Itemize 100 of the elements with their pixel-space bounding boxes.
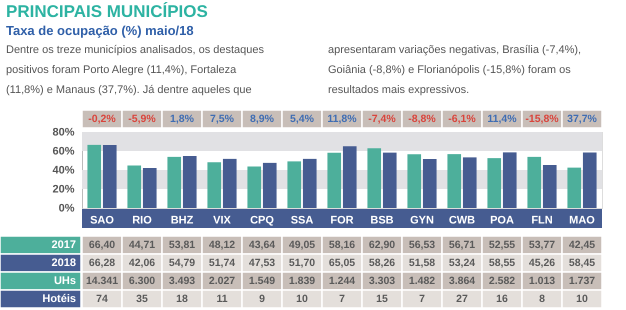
text: 27 — [456, 293, 468, 305]
y-tick-label: 40% — [52, 164, 75, 176]
text: 9 — [259, 293, 266, 305]
data-label: 47,53 — [248, 257, 276, 269]
data-label: 51,74 — [208, 257, 236, 269]
text: 15 — [376, 293, 388, 305]
x-tick-label: SSA — [290, 214, 314, 226]
text: -5,9% — [128, 113, 156, 125]
data-label: 66,28 — [88, 257, 116, 269]
data-label: 43,64 — [248, 239, 276, 251]
bar — [567, 168, 582, 208]
x-tick-label: BHZ — [170, 214, 194, 226]
text: 2.027 — [208, 275, 236, 287]
x-tick-label: CWB — [448, 214, 476, 226]
bar — [167, 156, 182, 208]
text: positivos foram Porto Alegre (11,4%), Fortaleza — [6, 64, 238, 76]
chart-title: PRINCIPAIS MUNICÍPIOS — [6, 1, 208, 21]
x-tick-label: CPQ — [250, 214, 274, 226]
data-label: 44,71 — [128, 239, 156, 251]
data-label: 58,16 — [328, 239, 356, 251]
bar — [247, 166, 262, 208]
bar — [287, 161, 302, 208]
y-tick-label: 20% — [52, 184, 75, 196]
x-tick-label: FOR — [330, 214, 354, 226]
text: resultados mais expressivos. — [328, 84, 470, 96]
text: 3.864 — [448, 275, 476, 287]
data-label: 42,45 — [568, 239, 596, 251]
text: -15,8% — [525, 113, 560, 125]
data-label: 48,12 — [208, 239, 236, 251]
x-tick-label: BSB — [370, 214, 394, 226]
text: 74 — [96, 293, 108, 305]
text: Dentre os treze municípios analisados, os destaques — [6, 44, 265, 56]
data-label: 53,24 — [448, 257, 476, 269]
data-label: 58,45 — [568, 257, 596, 269]
x-tick-label: RIO — [132, 214, 152, 226]
text: 11 — [216, 293, 228, 305]
text: 11,4% — [487, 113, 518, 125]
text: -8,8% — [408, 113, 436, 125]
text: 18 — [176, 293, 188, 305]
text: UHs — [54, 275, 76, 287]
text: Hotéis — [42, 293, 76, 305]
text: 3.303 — [368, 275, 396, 287]
text: 3.493 — [168, 275, 196, 287]
bar — [327, 152, 342, 208]
text: 1.244 — [328, 275, 356, 287]
data-label: 65,05 — [328, 257, 356, 269]
x-tick-label: GYN — [410, 214, 434, 226]
text: -6,1% — [448, 113, 476, 125]
text: 10 — [296, 293, 308, 305]
text: 14.341 — [86, 275, 118, 287]
bar — [527, 156, 542, 208]
bar — [367, 148, 382, 208]
text: 10 — [576, 293, 588, 305]
data-label: 58,55 — [488, 257, 516, 269]
x-tick-label: FLN — [531, 214, 553, 226]
data-label: 53,81 — [168, 239, 196, 251]
x-tick-label: SAO — [90, 214, 114, 226]
data-label: 56,71 — [448, 239, 476, 251]
data-label: 51,70 — [288, 257, 316, 269]
text: 1.549 — [248, 275, 276, 287]
text: 2.582 — [488, 275, 516, 287]
data-label: 58,26 — [368, 257, 396, 269]
text: -7,4% — [368, 113, 396, 125]
bar — [447, 154, 462, 208]
text: 8,9% — [250, 113, 275, 125]
text: apresentaram variações negativas, Brasília (-7,4%), — [328, 44, 582, 56]
text: 7,5% — [210, 113, 235, 125]
data-label: 52,55 — [488, 239, 516, 251]
text: Goiânia (-8,8%) e Florianópolis (-15,8%) foram os — [328, 64, 572, 76]
data-label: 56,53 — [408, 239, 436, 251]
text: 6.300 — [128, 275, 156, 287]
bar — [407, 154, 422, 208]
y-tick-label: 0% — [58, 202, 75, 214]
text: 1,8% — [170, 113, 195, 125]
y-tick-label: 60% — [52, 146, 75, 158]
text: 5,4% — [290, 113, 315, 125]
text: 1.013 — [528, 275, 556, 287]
data-label: 62,90 — [368, 239, 396, 251]
bar — [487, 158, 502, 208]
text: 2017 — [52, 239, 76, 251]
bar — [127, 166, 142, 208]
chart-subtitle: Taxa de ocupação (%) maio/18 — [6, 23, 194, 38]
x-tick-label: MAO — [569, 214, 596, 226]
data-label: 53,77 — [528, 239, 556, 251]
text: 8 — [539, 293, 546, 305]
data-label: 42,06 — [128, 257, 156, 269]
data-label: 51,58 — [408, 257, 436, 269]
text: 7 — [419, 293, 426, 305]
bar — [87, 144, 102, 208]
text: 1.482 — [408, 275, 436, 287]
text: 11,8% — [327, 113, 358, 125]
y-tick-label: 80% — [52, 126, 75, 138]
text: -0,2% — [88, 113, 116, 125]
x-tick-label: POA — [490, 214, 514, 226]
text: 16 — [496, 293, 508, 305]
text: 37,7% — [567, 113, 598, 125]
text: 35 — [136, 293, 148, 305]
data-label: 54,79 — [168, 257, 196, 269]
data-label: 66,40 — [88, 239, 116, 251]
x-tick-label: VIX — [213, 214, 232, 226]
